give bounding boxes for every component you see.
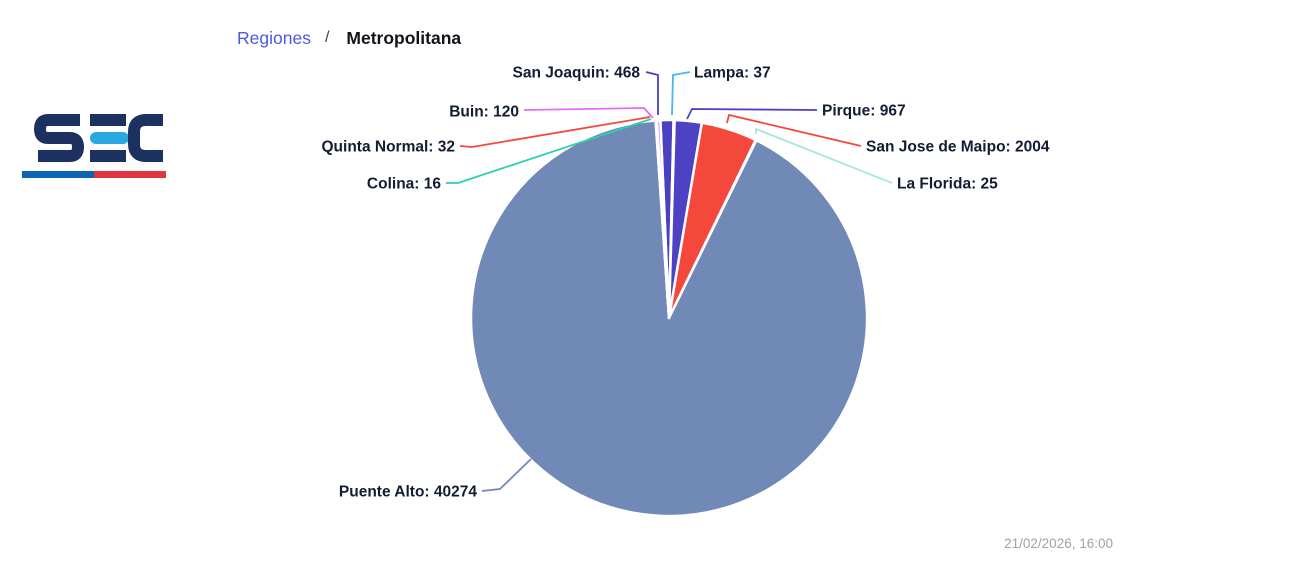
connector-la-florida bbox=[755, 127, 893, 184]
sec-logo[interactable] bbox=[20, 106, 168, 182]
connector-lampa bbox=[671, 71, 691, 116]
breadcrumb-current: Metropolitana bbox=[346, 27, 462, 48]
pie-connectors-group bbox=[446, 71, 893, 492]
connector-quinta-normal bbox=[459, 116, 651, 148]
slice-label-la-florida: La Florida: 25 bbox=[897, 176, 998, 193]
sec-logo-letter-s bbox=[33, 114, 85, 162]
sec-logo-letter-c bbox=[128, 114, 163, 162]
timestamp: 21/02/2026, 16:00 bbox=[1004, 536, 1113, 551]
slice-label-lampa: Lampa: 37 bbox=[694, 65, 771, 82]
connector-san-jose-de-maipo bbox=[726, 113, 862, 147]
connector-puente-alto bbox=[481, 458, 532, 492]
connector-san-joaquin bbox=[645, 71, 659, 115]
slice-label-pirque: Pirque: 967 bbox=[822, 103, 906, 120]
slice-label-puente-alto: Puente Alto: 40274 bbox=[339, 484, 477, 501]
breadcrumb: Regiones / Metropolitana bbox=[237, 26, 461, 50]
breadcrumb-link-regiones[interactable]: Regiones bbox=[237, 27, 311, 48]
pie-slice-buin[interactable] bbox=[655, 118, 671, 320]
breadcrumb-separator: / bbox=[324, 29, 330, 46]
slice-label-quinta-normal: Quinta Normal: 32 bbox=[322, 139, 456, 156]
slice-label-colina: Colina: 16 bbox=[367, 176, 441, 193]
slice-label-san-jose-de-maipo: San Jose de Maipo: 2004 bbox=[866, 139, 1050, 156]
pie-labels-group: San Joaquin: 468 Lampa: 37 Pirque: 967 San … bbox=[322, 65, 1050, 501]
sec-logo-flag-bar bbox=[22, 171, 166, 178]
connector-buin bbox=[523, 107, 654, 119]
pie-slices-group bbox=[469, 118, 869, 518]
sec-logo-letter-e bbox=[90, 114, 129, 162]
connector-pirque bbox=[686, 108, 818, 120]
connector-colina bbox=[446, 118, 652, 184]
slice-label-buin: Buin: 120 bbox=[449, 104, 519, 121]
slice-label-san-joaquin: San Joaquin: 468 bbox=[513, 65, 641, 82]
